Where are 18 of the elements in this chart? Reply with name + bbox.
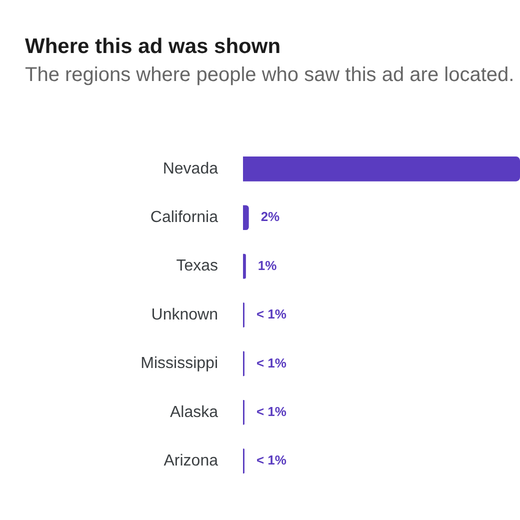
chart-title: Where this ad was shown [25,35,281,58]
data-label: < 1% [256,355,287,370]
data-label: 1% [258,258,278,273]
bar [243,156,520,182]
y-tick-label: Arizona [164,452,218,470]
bar [243,205,249,230]
y-tick-label: Mississippi [140,355,218,372]
data-label: 2% [260,209,280,224]
y-tick-label: Alaska [170,404,218,421]
bar [243,254,246,279]
y-tick-label: Unknown [151,306,218,324]
data-label: < 1% [256,452,287,468]
y-tick-label: California [150,209,218,226]
data-label: < 1% [256,306,287,322]
chart-subtitle: The regions where people who saw this ad are located. [25,64,514,86]
y-tick-label: Texas [176,258,218,275]
y-tick-label: Nevada [162,160,218,178]
data-label: < 1% [256,404,287,419]
